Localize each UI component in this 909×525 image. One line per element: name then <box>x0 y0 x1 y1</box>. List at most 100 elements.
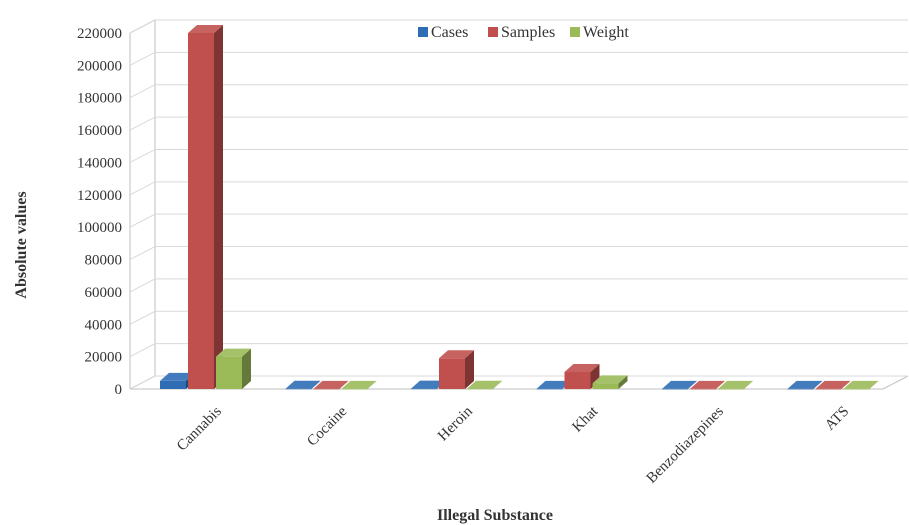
x-category-label: Heroin <box>435 403 476 444</box>
gridline <box>129 246 908 260</box>
y-tick-label: 20000 <box>85 350 123 366</box>
bar-front <box>787 388 814 390</box>
gridline <box>129 19 908 34</box>
bar-top <box>843 380 879 389</box>
bar-weight-khat <box>592 375 628 389</box>
bar-front <box>411 388 437 390</box>
bar-front <box>690 388 716 390</box>
bar-samples-benzodiazepines <box>690 380 725 390</box>
gridline <box>129 213 908 228</box>
bar-top <box>815 380 851 389</box>
bar-weight-cocaine <box>341 380 377 390</box>
bar-top <box>467 380 502 389</box>
legend: Cases Samples Weight <box>418 24 629 41</box>
legend-swatch <box>570 27 580 37</box>
bar-top <box>341 380 377 389</box>
bar-weight-ats <box>843 380 879 390</box>
bar-side <box>493 380 502 389</box>
gridline <box>129 116 908 131</box>
bar-cases-ats <box>787 380 823 390</box>
y-tick-label: 40000 <box>85 317 123 333</box>
bar-side <box>242 348 251 389</box>
bar-weight-heroin <box>467 380 502 390</box>
bar-cases-cocaine <box>285 380 321 390</box>
bar-front <box>313 388 340 390</box>
bar-samples-cocaine <box>313 380 349 390</box>
y-tick-label: 220000 <box>77 26 122 42</box>
y-tick-label: 200000 <box>77 58 122 74</box>
bar-top <box>592 375 628 384</box>
bar-top <box>285 380 321 389</box>
bar-side <box>618 375 628 389</box>
bar-top <box>188 25 223 33</box>
bar-front <box>536 388 563 390</box>
y-tick-label: 140000 <box>77 155 122 171</box>
gridline <box>129 310 908 325</box>
bar-front <box>341 388 368 390</box>
x-category-label: Cocaine <box>304 403 350 449</box>
bar-samples-heroin <box>439 350 474 389</box>
bars <box>160 25 879 390</box>
bar-side <box>311 380 321 389</box>
y-tick-label: 120000 <box>77 188 122 204</box>
x-category-label: Benzodiazepines <box>644 403 727 486</box>
bar-top <box>662 380 697 389</box>
gridline <box>129 278 908 293</box>
chart-walls <box>129 19 909 390</box>
x-axis-title: Illegal Substance <box>437 507 553 524</box>
bar-top <box>160 372 195 381</box>
bar-side <box>367 380 377 389</box>
bar-front <box>467 388 493 390</box>
bar-top <box>564 364 600 373</box>
gridline <box>129 181 908 196</box>
bar-top <box>718 380 753 389</box>
bar-top <box>411 380 446 389</box>
legend-swatch <box>418 27 428 37</box>
bar-front <box>718 388 744 390</box>
bar-front <box>843 388 870 390</box>
y-tick-label: 60000 <box>85 285 123 301</box>
y-tick-label: 160000 <box>77 123 122 139</box>
y-axis-ticks: 0 20000 40000 60000 80000 100000 120000 140000 1… <box>77 26 122 398</box>
bar-weight-benzodiazepines <box>718 380 753 390</box>
legend-label: Cases <box>431 24 468 41</box>
x-category-label: Khat <box>569 403 602 436</box>
bar-top <box>536 380 572 389</box>
gridlines <box>129 19 908 390</box>
bar-side <box>869 380 879 389</box>
bar-front <box>160 380 186 389</box>
y-tick-label: 100000 <box>77 220 122 236</box>
bar-top <box>313 380 349 389</box>
bar-top <box>216 348 251 357</box>
bar-top <box>690 380 725 389</box>
y-tick-label: 0 <box>115 382 123 398</box>
y-axis-title: Absolute values <box>13 191 30 298</box>
bar-side <box>339 380 349 389</box>
bar-samples-cannabis <box>188 25 223 389</box>
bar-front <box>592 383 619 389</box>
bar-side <box>716 380 725 389</box>
legend-label: Weight <box>583 24 629 41</box>
legend-swatch <box>488 27 498 37</box>
bar-cases-benzodiazepines <box>662 380 697 390</box>
bar-front <box>285 388 312 390</box>
bar-samples-ats <box>815 380 851 390</box>
gridline <box>129 375 908 390</box>
bar-side <box>465 350 474 389</box>
bar-top <box>439 350 474 359</box>
gridline <box>129 84 908 99</box>
bar-side <box>744 380 753 389</box>
x-axis-categories: Cannabis Cocaine Heroin Khat Benzodiazepines… <box>174 403 852 487</box>
bar-top <box>787 380 823 389</box>
bar-front <box>439 358 465 389</box>
bar-front <box>662 388 688 390</box>
bar-side <box>214 25 223 389</box>
gridline <box>129 51 908 66</box>
bar-weight-cannabis <box>216 348 251 389</box>
bar-front <box>815 388 842 390</box>
gridline <box>129 148 908 163</box>
legend-label: Samples <box>501 24 555 41</box>
x-category-label: Cannabis <box>174 403 225 454</box>
y-tick-label: 180000 <box>77 91 122 107</box>
